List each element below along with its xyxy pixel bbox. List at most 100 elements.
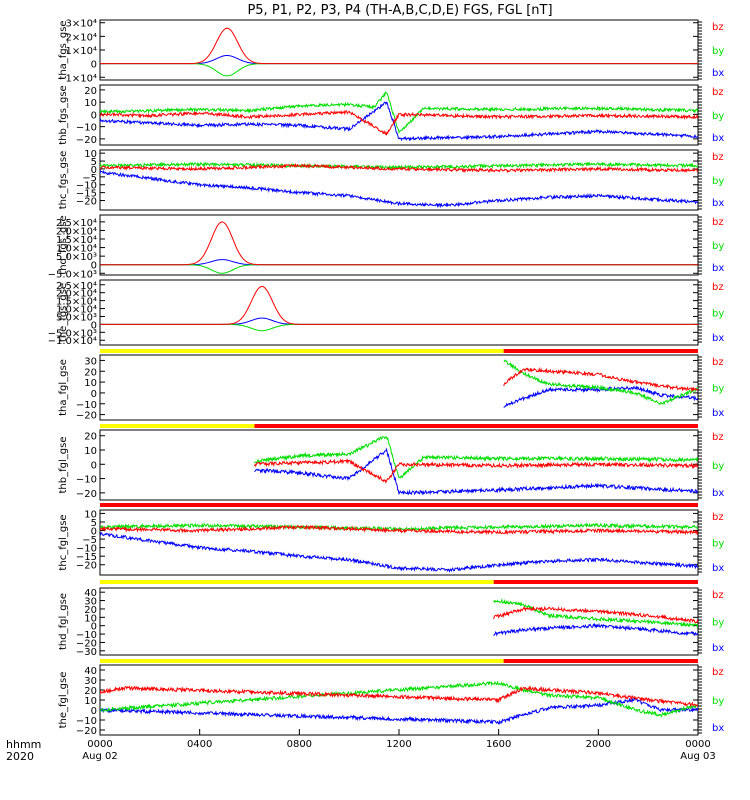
x-tick-label: 0000 [87, 739, 112, 750]
panel-frame-thc_fgl_gse [99, 509, 699, 576]
legend-by-tha_fgs_gse: by [712, 46, 724, 57]
legend-bx-tha_fgs_gse: bx [712, 68, 724, 79]
y-tick-label-tha_fgs_gse: 0 [91, 60, 97, 71]
series-by-tha_fgs_gse [100, 63, 698, 77]
legend-bx-thd_fgl_gse: bx [712, 643, 724, 654]
x-tick-label: 0000 [685, 739, 710, 750]
y-tick-label-thc_fgl_gse: 0 [91, 527, 97, 538]
series-bx-thc_fgl_gse [100, 531, 698, 573]
legend-bz-thb_fgs_gse: bz [712, 87, 724, 98]
y-tick-label-thc_fgs_gse: 0 [91, 165, 97, 176]
y-tick-label-tha_fgl_gse: 20 [84, 367, 97, 378]
series-bx-thb_fgl_gse [254, 447, 698, 496]
y-tick-label-thd_fgs_gse: 1.5×10⁴ [56, 235, 97, 246]
legend-bz-the_fgs_gse: bz [712, 282, 724, 293]
y-tick-label-tha_fgs_gse: 2×10⁴ [66, 32, 97, 43]
y-tick-label-the_fgs_gse: 2.5×10⁴ [56, 281, 97, 292]
legend-bx-thb_fgs_gse: bx [712, 133, 724, 144]
series-bz-the_fgs_gse [100, 285, 698, 325]
y-tick-label-thc_fgs_gse: −10 [76, 181, 97, 192]
y-tick-label-thb_fgl_gse: −10 [76, 475, 97, 486]
series-by-thc_fgs_gse [100, 161, 698, 171]
y-tick-label-thb_fgs_gse: 0 [91, 110, 97, 121]
legend-bz-thd_fgs_gse: bz [712, 217, 724, 228]
y-tick-label-the_fgs_gse: −1.0×10⁴ [48, 336, 97, 347]
y-tick-label-thd_fgl_gse: 20 [84, 605, 97, 616]
y-tick-label-thd_fgl_gse: −10 [76, 630, 97, 641]
y-tick-label-the_fgs_gse: 5.0×10³ [56, 312, 97, 323]
y-axis-title-thc_fgl_gse: thc_fgl_gse [58, 514, 69, 570]
y-tick-label-thb_fgs_gse: −20 [76, 135, 97, 146]
y-axis-title-thb_fgl_gse: thb_fgl_gse [58, 437, 69, 494]
y-tick-label-thb_fgl_gse: 10 [84, 446, 97, 457]
y-tick-label-thb_fgl_gse: 0 [91, 460, 97, 471]
flag-bar-yellow-thb_fgl_gse [100, 424, 255, 428]
y-tick-label-thd_fgl_gse: 40 [84, 588, 97, 599]
x-corner-label-time: hhmm [6, 738, 41, 751]
legend-by-thd_fgs_gse: by [712, 241, 724, 252]
y-tick-label-thc_fgl_gse: −5 [82, 535, 97, 546]
y-tick-label-thc_fgs_gse: −15 [76, 189, 97, 200]
series-bx-tha_fgl_gse [503, 385, 698, 408]
legend-bz-the_fgl_gse: bz [712, 667, 724, 678]
y-tick-label-tha_fgs_gse: −1×10⁴ [57, 73, 97, 84]
legend-by-thc_fgl_gse: by [712, 539, 724, 550]
y-tick-label-the_fgl_gse: 40 [84, 666, 97, 677]
series-bz-tha_fgs_gse [100, 27, 698, 65]
legend-by-the_fgl_gse: by [712, 696, 724, 707]
panel-frame-thb_fgs_gse [99, 84, 699, 146]
legend-bz-thc_fgs_gse: bz [712, 152, 724, 163]
series-bz-thd_fgl_gse [493, 605, 698, 624]
series-bx-thd_fgl_gse [493, 622, 698, 637]
y-tick-label-tha_fgl_gse: 30 [84, 356, 97, 367]
y-tick-label-thd_fgs_gse: 1.0×10⁴ [56, 244, 97, 255]
series-bz-thc_fgl_gse [100, 524, 698, 536]
y-tick-label-thd_fgl_gse: −20 [76, 638, 97, 649]
legend-bx-tha_fgl_gse: bx [712, 408, 724, 419]
y-tick-label-thb_fgs_gse: 10 [84, 98, 97, 109]
series-bx-thc_fgs_gse [100, 170, 698, 209]
legend-by-thc_fgs_gse: by [712, 176, 724, 187]
panel-frame-tha_fgs_gse [99, 19, 699, 81]
flag-bar-red-thd_fgl_gse [493, 580, 698, 584]
y-tick-label-thd_fgs_gse: 2.0×10⁴ [56, 226, 97, 237]
panel-frame-tha_fgl_gse [99, 354, 699, 421]
y-tick-label-the_fgs_gse: 0 [91, 320, 97, 331]
x-tick-label: 1600 [486, 739, 511, 750]
legend-bx-the_fgl_gse: bx [712, 723, 724, 734]
y-tick-label-thb_fgs_gse: 20 [84, 86, 97, 97]
y-tick-label-thd_fgl_gse: 0 [91, 622, 97, 633]
chart-title: P5, P1, P2, P3, P4 (TH-A,B,C,D,E) FGS, F… [247, 3, 552, 18]
legend-by-thb_fgl_gse: by [712, 461, 724, 472]
y-tick-label-the_fgl_gse: 20 [84, 686, 97, 697]
x-corner-label-year: 2020 [6, 750, 34, 763]
series-bx-the_fgl_gse [100, 697, 698, 725]
flag-bar-red-thb_fgl_gse [254, 424, 698, 428]
legend-bz-tha_fgs_gse: bz [712, 22, 724, 33]
y-tick-label-thd_fgs_gse: 5.0×10³ [56, 252, 97, 263]
series-bz-thd_fgs_gse [100, 221, 698, 266]
y-tick-label-thd_fgs_gse: −5.0×10³ [48, 269, 97, 280]
flag-bar-red-the_fgl_gse [503, 659, 698, 663]
y-axis-title-tha_fgl_gse: tha_fgl_gse [58, 359, 69, 416]
legend-by-thb_fgs_gse: by [712, 111, 724, 122]
series-bz-thc_fgs_gse [100, 162, 698, 174]
series-bx-the_fgs_gse [100, 317, 698, 325]
legend-bz-thb_fgl_gse: bz [712, 432, 724, 443]
y-tick-label-thc_fgl_gse: 5 [91, 518, 97, 529]
y-tick-label-tha_fgs_gse: 1×10⁴ [66, 46, 97, 57]
legend-bx-the_fgs_gse: bx [712, 333, 724, 344]
y-tick-label-the_fgl_gse: 0 [91, 706, 97, 717]
legend-bz-thd_fgl_gse: bz [712, 590, 724, 601]
y-tick-label-the_fgl_gse: 30 [84, 676, 97, 687]
panel-frame-thd_fgs_gse [99, 214, 699, 276]
y-axis-title-the_fgl_gse: the_fgl_gse [58, 672, 69, 729]
y-axis-title-the_fgs_gse: the_fgs_gse [58, 283, 69, 342]
flag-bar-red-thc_fgl_gse [100, 503, 698, 507]
legend-bx-thd_fgs_gse: bx [712, 263, 724, 274]
y-tick-label-thc_fgl_gse: −15 [76, 552, 97, 563]
series-by-thc_fgl_gse [100, 522, 698, 533]
